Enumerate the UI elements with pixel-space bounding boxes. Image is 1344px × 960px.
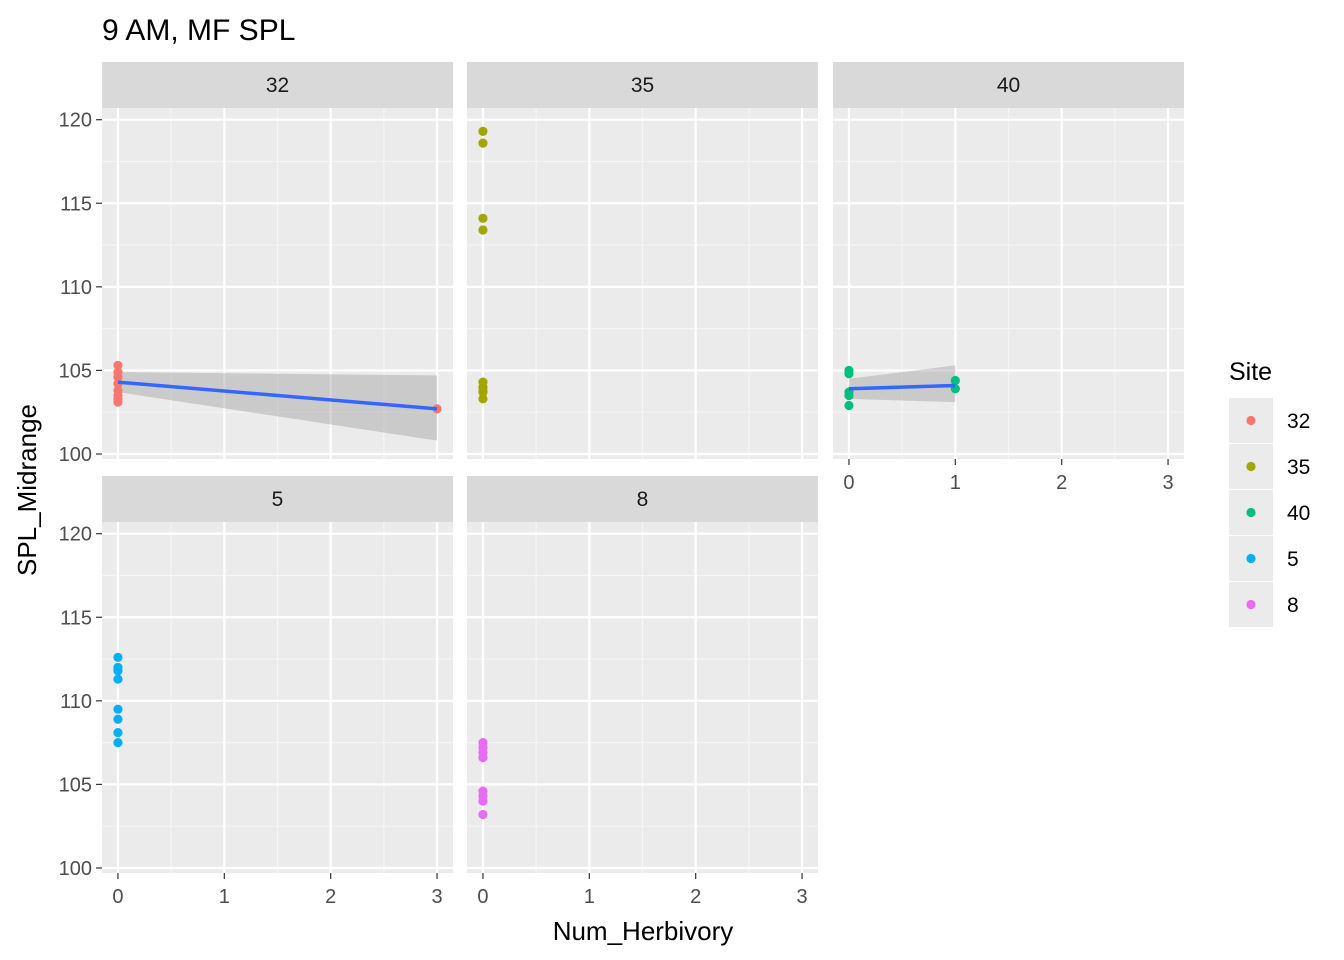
y-tick-label: 105 <box>59 774 92 796</box>
x-tick-label: 3 <box>431 886 442 908</box>
data-point <box>113 666 123 676</box>
facet-strip <box>467 476 818 522</box>
legend-label: 35 <box>1287 456 1310 479</box>
facet-strip <box>833 62 1184 108</box>
y-tick-label: 120 <box>59 524 92 546</box>
data-point <box>478 225 488 235</box>
facet-strip <box>102 476 453 522</box>
facet-strip-label: 35 <box>631 74 654 97</box>
legend-label: 32 <box>1287 410 1310 433</box>
y-tick-label: 100 <box>59 858 92 880</box>
data-point <box>950 375 960 386</box>
x-tick-label: 0 <box>477 886 488 908</box>
data-point <box>113 714 123 724</box>
data-point <box>113 704 123 714</box>
facet-panel-32: 32 <box>102 62 453 459</box>
facet-panel-8: 8 <box>467 476 818 873</box>
legend-label: 5 <box>1287 548 1299 571</box>
y-axis-title: SPL_Midrange <box>12 404 42 576</box>
facet-panel-40: 40 <box>833 62 1184 459</box>
data-point <box>113 372 123 382</box>
y-tick-label: 120 <box>59 110 92 132</box>
x-tick-label: 0 <box>843 472 854 494</box>
data-point <box>478 126 488 136</box>
x-tick-label: 0 <box>112 886 123 908</box>
facet-strip-label: 40 <box>997 74 1020 97</box>
y-tick-label: 115 <box>60 607 92 629</box>
facet-panels: 32 35 405 8 <box>102 62 1184 873</box>
data-point <box>478 753 488 763</box>
legend-title: Site <box>1229 358 1272 386</box>
data-point <box>113 397 123 407</box>
x-axis-title: Num_Herbivory <box>553 916 734 946</box>
x-tick-label: 2 <box>325 886 336 908</box>
data-point <box>478 387 488 397</box>
facet-strip-label: 8 <box>637 488 649 511</box>
data-point <box>113 652 123 662</box>
facet-strip <box>467 62 818 108</box>
legend-label: 40 <box>1287 502 1310 525</box>
legend-marker <box>1246 461 1256 472</box>
y-tick-label: 100 <box>59 444 92 466</box>
data-point <box>844 390 854 401</box>
legend-marker <box>1246 599 1256 610</box>
data-point <box>478 809 488 820</box>
data-point <box>478 138 488 148</box>
data-point <box>478 796 488 806</box>
facet-panel-35: 35 <box>467 62 818 459</box>
y-tick-label: 110 <box>60 691 92 713</box>
x-tick-label: 3 <box>1162 472 1173 494</box>
facet-strip <box>102 62 453 108</box>
x-tick-label: 3 <box>796 886 807 908</box>
confidence-band <box>848 365 956 403</box>
facet-strip-label: 5 <box>272 488 284 511</box>
legend-label: 8 <box>1287 594 1299 617</box>
data-point <box>113 674 123 684</box>
data-point <box>844 369 854 379</box>
x-tick-label: 2 <box>1056 472 1067 494</box>
data-point <box>844 400 854 411</box>
data-point <box>113 728 123 738</box>
legend-marker <box>1246 415 1256 426</box>
y-tick-label: 110 <box>60 277 92 299</box>
data-point <box>478 394 488 404</box>
axes: 100 105 110 115 120 0 1 2 3 100 105 110 115 120 0 1 2 3 0 1… <box>59 110 1174 908</box>
chart-title: 9 AM, MF SPL <box>102 14 295 47</box>
legend-marker <box>1246 507 1256 518</box>
x-tick-label: 1 <box>219 886 230 908</box>
x-tick-label: 1 <box>584 886 595 908</box>
x-tick-label: 2 <box>690 886 701 908</box>
fit-line <box>848 383 956 391</box>
legend-marker <box>1246 553 1256 564</box>
facet-panel-5: 5 <box>102 476 453 873</box>
y-tick-label: 115 <box>60 193 92 215</box>
data-point <box>478 213 488 223</box>
data-point <box>113 738 123 748</box>
fit-line <box>117 380 438 411</box>
legend: Site 32 35 40 5 8 <box>1229 358 1310 627</box>
x-tick-label: 1 <box>950 472 961 494</box>
facet-strip-label: 32 <box>266 74 289 97</box>
y-tick-label: 105 <box>59 360 92 382</box>
data-point <box>113 360 123 370</box>
